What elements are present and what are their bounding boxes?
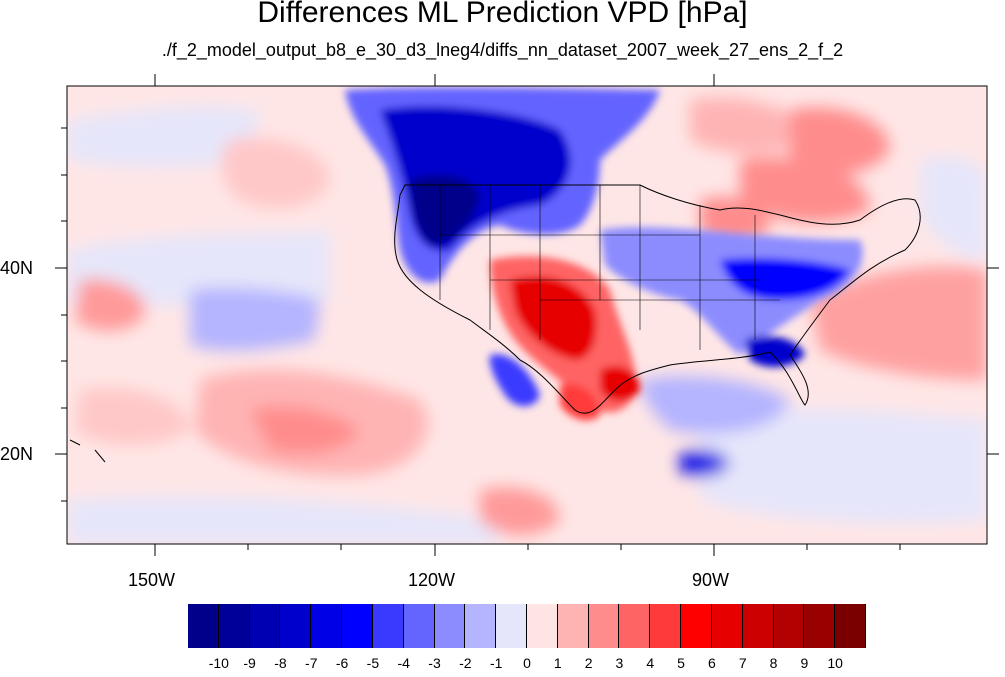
- colorbar-label: -6: [335, 655, 349, 671]
- colorbar-cell: [372, 604, 404, 648]
- colorbar-cell: [773, 604, 805, 648]
- colorbar-cell: [557, 604, 589, 648]
- map-subtitle: ./f_2_model_output_b8_e_30_d3_lneg4/diff…: [161, 40, 844, 60]
- colorbar-cell: [249, 604, 281, 648]
- colorbar-label: -2: [459, 655, 472, 671]
- colorbar-label: 1: [553, 655, 562, 671]
- colorbar-cell: [619, 604, 651, 648]
- lon-label-150w: 150W: [128, 570, 176, 590]
- colorbar-label: -9: [243, 655, 256, 671]
- colorbar-cell: [804, 604, 836, 648]
- colorbar-label: 4: [646, 655, 655, 671]
- colorbar-label: 10: [827, 655, 843, 671]
- colorbar-label: 7: [738, 655, 747, 671]
- colorbar-label: -4: [397, 655, 410, 671]
- colorbar-label: 9: [800, 655, 809, 671]
- axis-ticks: [55, 74, 999, 556]
- colorbar-cell: [218, 604, 250, 648]
- hawaii: [69, 439, 106, 463]
- lon-label-120w: 120W: [408, 570, 456, 590]
- state-lines: [439, 185, 780, 350]
- colorbar-cell: [434, 604, 466, 648]
- colorbar-label: 3: [615, 655, 624, 671]
- colorbar-cell: [588, 604, 620, 648]
- colorbar-cell: [465, 604, 497, 648]
- colorbar-cell: [342, 604, 373, 648]
- colorbar-label: -7: [305, 655, 318, 671]
- colorbar-cell: [496, 604, 527, 648]
- colorbar-cell: [188, 604, 219, 648]
- colorbar-cell: [311, 604, 343, 648]
- colorbar-label: -3: [428, 655, 441, 671]
- colorbar-cell: [681, 604, 712, 648]
- coastline: [394, 184, 921, 414]
- map-title: Differences ML Prediction VPD [hPa]: [257, 0, 748, 29]
- lat-label-20n: 20N: [0, 444, 34, 464]
- lat-label-40n: 40N: [0, 258, 34, 278]
- colorbar-label: 8: [769, 655, 778, 671]
- colorbar-label: 6: [708, 655, 716, 671]
- colorbar-label: -1: [489, 655, 503, 671]
- colorbar-label: -5: [366, 655, 380, 671]
- colorbar-cell: [527, 604, 558, 648]
- colorbar-cell: [711, 604, 743, 648]
- colorbar-cell: [650, 604, 682, 648]
- colorbar-label: 2: [584, 655, 593, 671]
- colorbar-cell: [403, 604, 435, 648]
- colorbar-cell: [742, 604, 774, 648]
- colorbar-label: 0: [523, 655, 531, 671]
- vpd-difference-field: [67, 86, 987, 544]
- lon-label-90w: 90W: [692, 570, 730, 590]
- colorbar-cell: [280, 604, 312, 648]
- colorbar-cell: [835, 604, 866, 648]
- colorbar-label: -10: [208, 655, 229, 671]
- colorbar-label: -8: [274, 655, 287, 671]
- colorbar-label: 5: [677, 655, 685, 671]
